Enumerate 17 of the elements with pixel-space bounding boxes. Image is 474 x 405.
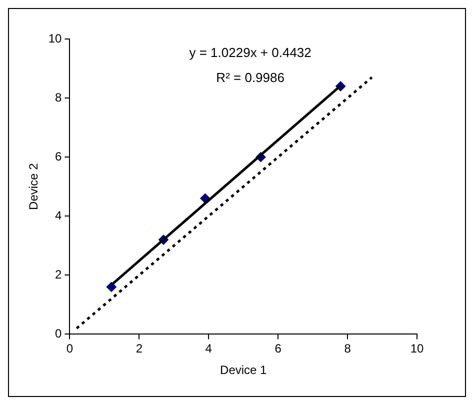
y-tick-label: 6 [55, 149, 62, 164]
x-axis-title: Device 1 [220, 363, 268, 378]
x-tick-label: 10 [410, 342, 424, 356]
y-tick-label: 8 [55, 90, 62, 104]
x-tick-label: 4 [205, 342, 212, 356]
x-tick-label: 8 [344, 342, 352, 356]
y-tick-label: 10 [48, 31, 62, 46]
y-tick-label: 0 [55, 326, 62, 341]
y-tick-label: 4 [55, 208, 62, 222]
x-tick-label: 0 [66, 342, 74, 356]
y-axis-title: Device 2 [26, 162, 41, 210]
y-tick-label: 2 [55, 267, 62, 282]
annotation: R² = 0.9986 [216, 70, 284, 85]
x-tick-label: 2 [136, 342, 143, 356]
annotation: y = 1.0229x + 0.4432 [189, 45, 312, 60]
x-tick-label: 6 [274, 342, 282, 356]
point [106, 282, 116, 292]
